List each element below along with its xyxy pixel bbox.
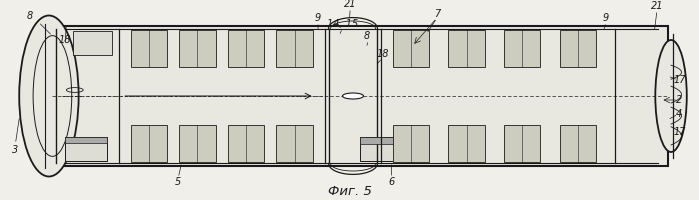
Text: 17: 17 [673, 75, 686, 85]
Bar [131, 125, 167, 162]
Circle shape [343, 93, 363, 99]
Bar [277, 30, 313, 67]
Text: 7: 7 [434, 9, 440, 19]
Bar [65, 137, 107, 161]
Ellipse shape [19, 16, 78, 176]
Bar [277, 125, 313, 162]
Bar [179, 30, 215, 67]
Text: Фиг. 5: Фиг. 5 [328, 185, 371, 198]
Text: 2: 2 [677, 95, 682, 105]
Bar [393, 125, 429, 162]
Text: 3: 3 [13, 145, 18, 155]
Bar [449, 125, 485, 162]
Bar [559, 125, 596, 162]
Bar [360, 137, 398, 161]
Bar [228, 30, 264, 67]
Text: 6: 6 [389, 177, 394, 187]
Bar [179, 125, 215, 162]
Text: 9: 9 [603, 13, 609, 23]
Bar [228, 125, 264, 162]
Bar [504, 30, 540, 67]
Text: 18: 18 [376, 49, 389, 59]
Bar [131, 30, 167, 67]
Text: 5: 5 [175, 177, 181, 187]
Text: 14, 15: 14, 15 [327, 19, 358, 29]
Bar [52, 26, 668, 166]
Text: 17: 17 [673, 127, 686, 137]
Bar [73, 31, 112, 55]
Bar [449, 30, 485, 67]
Text: 8: 8 [364, 31, 370, 41]
Text: 8: 8 [27, 11, 33, 21]
Bar [559, 30, 596, 67]
Ellipse shape [656, 40, 686, 152]
Bar [393, 30, 429, 67]
Bar [65, 137, 107, 143]
Bar [360, 137, 398, 144]
Text: 4: 4 [677, 109, 682, 119]
Text: 21: 21 [651, 1, 663, 11]
Text: 9: 9 [315, 13, 321, 23]
Text: 18: 18 [59, 35, 71, 45]
Bar [504, 125, 540, 162]
Text: 21: 21 [344, 0, 356, 9]
